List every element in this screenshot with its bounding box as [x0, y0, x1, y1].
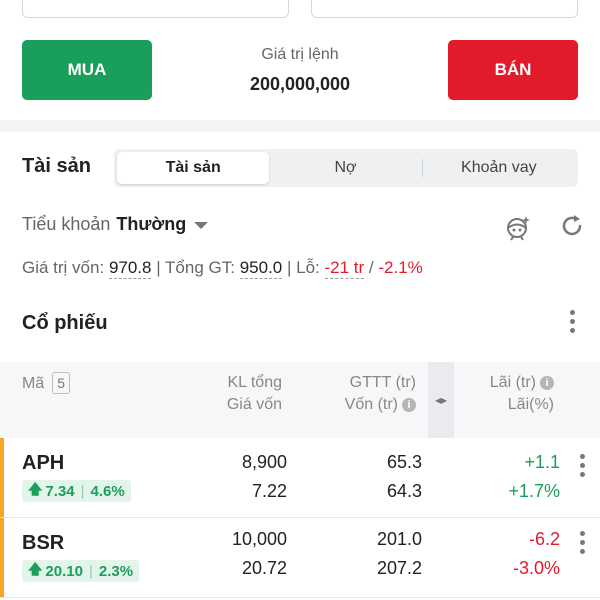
stock-change-pct: 4.6%: [90, 482, 125, 500]
tab-debt[interactable]: Nợ: [334, 159, 357, 176]
arrow-up-icon: 🡅: [28, 561, 43, 577]
header-qty-total: KL tổng: [227, 374, 282, 391]
chevron-down-icon: [194, 222, 209, 229]
header-market-value: GTTT (tr): [349, 374, 416, 391]
header-profit[interactable]: Lãi (tr) i Lãi(%): [490, 372, 554, 416]
more-vertical-icon[interactable]: [579, 531, 585, 555]
header-capital: Vốn (tr): [344, 396, 398, 413]
stock-count-badge: 5: [52, 372, 71, 394]
loss-percent: -2.1%: [378, 258, 423, 277]
total-label: | Tổng GT:: [156, 258, 235, 277]
swap-horizontal-icon[interactable]: ◂▸: [428, 362, 454, 438]
tab-divider: [421, 159, 423, 177]
stock-change-pct: 2.3%: [98, 562, 134, 580]
stock-code: APH: [22, 452, 65, 474]
refresh-icon[interactable]: [559, 213, 585, 239]
info-icon[interactable]: i: [402, 398, 416, 412]
stocks-table-header: Mã 5 KL tổng Giá vốn GTTT (tr) Vốn (tr) i …: [0, 362, 600, 438]
table-row[interactable]: APH 🡅 7.34 | 4.6% 8,900 7.22 65.3 64.3 +…: [0, 438, 600, 518]
subaccount-selector[interactable]: Tiểu khoản Thường: [22, 214, 209, 235]
sell-button[interactable]: BÁN: [448, 40, 578, 100]
arrow-up-icon: 🡅: [28, 481, 43, 497]
row-accent-bar: [0, 518, 4, 597]
capital-value[interactable]: 970.8: [108, 258, 152, 279]
header-code-label: Mã: [22, 375, 45, 392]
stock-code: BSR: [22, 532, 65, 554]
stock-price: 20.10: [45, 562, 83, 580]
assets-tab-switch: Tài sản Nợ Khoản vay: [114, 149, 578, 187]
tab-loans[interactable]: Khoản vay: [461, 159, 537, 176]
stock-cost: 20.72: [241, 558, 287, 578]
stock-qty: 8,900: [241, 452, 287, 472]
quantity-input[interactable]: [311, 0, 578, 18]
order-value-amount: 200,000,000: [249, 74, 351, 94]
order-value-display: Giá trị lệnh 200,000,000: [200, 44, 400, 98]
loss-value[interactable]: -21 tr: [324, 258, 365, 279]
stock-cost: 7.22: [251, 481, 287, 501]
bot-assistant-icon[interactable]: [504, 213, 532, 241]
loss-label: | Lỗ:: [286, 258, 320, 277]
buy-button[interactable]: MUA: [22, 40, 152, 100]
total-value[interactable]: 950.0: [239, 258, 283, 279]
header-cost-price: Giá vốn: [226, 396, 282, 413]
price-change-badge: 🡅 20.10 | 2.3%: [22, 560, 140, 582]
stock-price: 7.34: [45, 482, 75, 500]
stock-market-value: 201.0: [376, 529, 422, 549]
price-change-badge: 🡅 7.34 | 4.6%: [22, 480, 131, 502]
row-accent-bar: [0, 438, 4, 517]
section-divider: [0, 120, 600, 132]
stock-profit-pct: +1.7%: [508, 481, 560, 501]
subaccount-value[interactable]: Thường: [116, 214, 187, 234]
header-market-capital[interactable]: GTTT (tr) Vốn (tr) i: [345, 372, 416, 416]
subaccount-label: Tiểu khoản: [22, 214, 111, 234]
more-vertical-icon[interactable]: [579, 454, 585, 478]
capital-label: Giá trị vốn:: [22, 258, 105, 277]
stock-market-value: 65.3: [386, 452, 422, 472]
stock-profit-pct: -3.0%: [512, 558, 560, 578]
order-inputs: [0, 0, 600, 22]
order-value-label: Giá trị lệnh: [261, 46, 339, 63]
tab-assets[interactable]: Tài sản: [117, 152, 270, 184]
header-profit-label: Lãi (tr): [489, 374, 536, 391]
more-vertical-icon[interactable]: [569, 310, 575, 334]
header-profit-pct: Lãi(%): [507, 396, 554, 413]
assets-section-title: Tài sản: [22, 155, 91, 177]
table-row[interactable]: BSR 🡅 20.10 | 2.3% 10,000 20.72 201.0 20…: [0, 518, 600, 598]
stock-capital: 207.2: [376, 558, 422, 578]
info-icon[interactable]: i: [540, 376, 554, 390]
header-code[interactable]: Mã 5: [22, 372, 71, 395]
price-input[interactable]: [22, 0, 289, 18]
stock-qty: 10,000: [231, 529, 287, 549]
stocks-section-title: Cổ phiếu: [22, 312, 108, 334]
stock-capital: 64.3: [386, 481, 422, 501]
stock-profit: +1.1: [524, 452, 560, 472]
portfolio-summary: Giá trị vốn: 970.8 | Tổng GT: 950.0 | Lỗ…: [22, 258, 423, 279]
loss-separator: /: [368, 258, 374, 277]
stock-profit: -6.2: [528, 529, 560, 549]
header-qty-cost[interactable]: KL tổng Giá vốn: [227, 372, 282, 416]
